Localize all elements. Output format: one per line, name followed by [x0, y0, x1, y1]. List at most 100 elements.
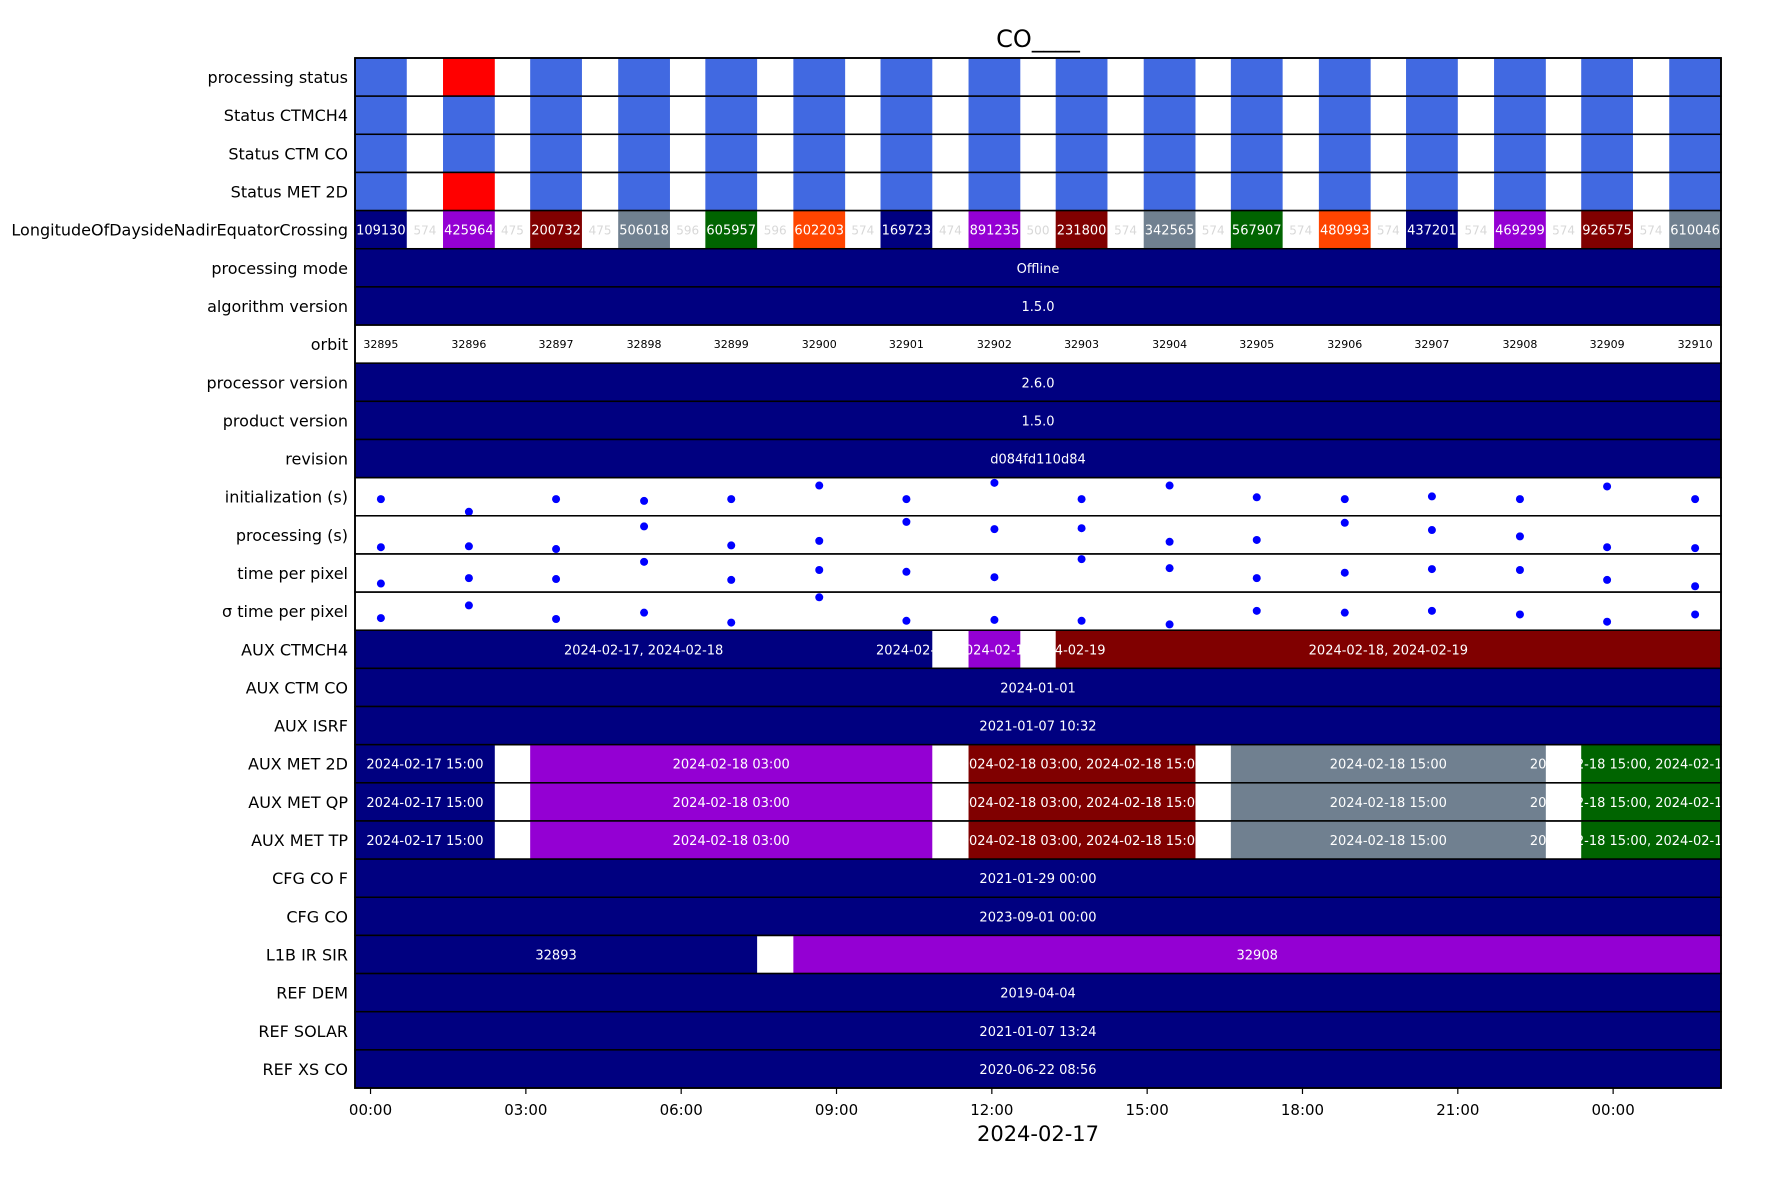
x-axis-label: 2024-02-17 [977, 1122, 1099, 1146]
row-border [354, 476, 1722, 517]
orbit-block [1318, 58, 1371, 97]
row-21: 2021-01-29 00:00 CFG CO F [272, 858, 1722, 899]
span-segment [355, 973, 1721, 1012]
span-label: 2024-02-17, 2024-02-18 [564, 643, 723, 658]
span-segment [1230, 820, 1546, 860]
orbit-value-label: 610046 [1670, 224, 1720, 239]
span-segment [355, 935, 758, 974]
scatter-point [1515, 532, 1524, 541]
gap-value-label: 475 [501, 224, 524, 238]
orbit-block [355, 172, 407, 211]
row-20: 2024-02-17 15:00 2024-02-18 03:00 2024-02-… [251, 820, 1722, 860]
scatter-point [552, 575, 561, 584]
scatter-point [815, 593, 824, 602]
orbit-number: 32905 [1239, 338, 1274, 351]
orbit-block [1143, 96, 1196, 135]
span-label: 2024-02-18 15:00, 2024-02-19 03:00 [1530, 758, 1771, 773]
orbit-block [880, 210, 933, 249]
span-label: 2024-02-18 15:00 [1330, 834, 1447, 849]
row-label: processor version [206, 373, 348, 392]
scatter-point [727, 618, 736, 627]
scatter-point [1603, 482, 1612, 491]
scatter-point [640, 608, 649, 617]
orbit-block [1055, 210, 1108, 249]
orbit-block [1055, 134, 1108, 173]
span-label: 2024-02-18 03:00 [673, 758, 790, 773]
row-label: processing (s) [236, 526, 348, 545]
scatter-point [1077, 495, 1086, 504]
span-label: 2024-02-18, 2024-02-19 [1309, 643, 1468, 658]
span-segment [1055, 630, 1721, 669]
row-14: σ time per pixel [222, 591, 1722, 631]
scatter-point [1515, 610, 1524, 619]
scatter-point [1427, 492, 1436, 501]
row-content: 2023-09-01 00:00 [355, 897, 1721, 936]
span-label: 32893 [535, 948, 576, 963]
scatter-point [1077, 524, 1086, 533]
orbit-number: 32907 [1414, 338, 1449, 351]
orbit-block [1230, 96, 1283, 135]
span-label: 2024-02-18 15:00 [1330, 796, 1447, 811]
row-4: 109130 425964 200732 506018 605957 602203 1697… [11, 209, 1722, 250]
row-10: d084fd110d84 revision [285, 438, 1722, 479]
scatter-point [815, 565, 824, 574]
span-segment [968, 630, 1021, 669]
orbit-block [1318, 210, 1371, 249]
row-label: time per pixel [237, 564, 348, 583]
row-label: AUX MET TP [251, 831, 348, 850]
span-segment [355, 248, 1721, 287]
row-16: 2024-01-01 AUX CTM CO [246, 667, 1722, 708]
span-segment [530, 782, 933, 821]
orbit-block [793, 134, 846, 173]
scatter-point [464, 601, 473, 610]
scatter-point [1340, 495, 1349, 504]
orbit-value-label: 469299 [1495, 224, 1545, 239]
orbit-value-label: 231800 [1057, 224, 1107, 239]
row-border [354, 591, 1722, 631]
orbit-block [1318, 96, 1371, 135]
scatter-point [1603, 543, 1612, 552]
scatter-point [902, 517, 911, 526]
orbit-block [793, 58, 846, 97]
span-segment [355, 744, 495, 783]
gap-value-label: 574 [413, 224, 436, 238]
scatter-point [1252, 606, 1261, 615]
orbit-number: 32901 [889, 338, 924, 351]
chart-title: CO____ [996, 25, 1081, 53]
scatter-point [1427, 526, 1436, 535]
orbit-block [1143, 210, 1196, 249]
row-17: 2021-01-07 10:32 AUX ISRF [274, 705, 1722, 746]
row-label: AUX MET QP [248, 793, 348, 812]
row-content: 2021-01-07 10:32 [355, 706, 1721, 745]
row-1: Status CTMCH4 [224, 95, 1722, 136]
scatter-point [376, 579, 385, 588]
span-label: 2024-02-18 [957, 643, 1033, 658]
span-segment [355, 859, 1721, 898]
row-26: 2020-06-22 08:56 REF XS CO [263, 1049, 1722, 1089]
scatter-point [1252, 574, 1261, 583]
span-extra-label: 2024-02-19 [1030, 643, 1106, 658]
orbit-block [793, 172, 846, 211]
row-content [355, 134, 1721, 173]
orbit-block [443, 210, 495, 249]
orbit-number: 32897 [539, 338, 574, 351]
row-content: 2020-06-22 08:56 [355, 1049, 1721, 1088]
orbit-value-label: 567907 [1232, 224, 1282, 239]
span-label: 32908 [1237, 948, 1278, 963]
orbit-block [968, 210, 1021, 249]
orbit-block [1143, 134, 1196, 173]
span-segment [1581, 744, 1721, 783]
gap-value-label: 574 [1552, 224, 1575, 238]
scatter-point [1340, 518, 1349, 527]
orbit-block [1318, 172, 1371, 211]
span-segment [355, 439, 1721, 478]
orbit-block [618, 210, 670, 249]
orbit-block [1318, 134, 1371, 173]
row-content [355, 172, 1721, 211]
orbit-block [880, 58, 933, 97]
orbit-block [1143, 172, 1196, 211]
gap-value-label: 475 [589, 224, 612, 238]
scatter-point [1515, 495, 1524, 504]
span-label: 2024-02-17 15:00 [366, 796, 483, 811]
orbit-value-label: 109130 [356, 224, 406, 239]
